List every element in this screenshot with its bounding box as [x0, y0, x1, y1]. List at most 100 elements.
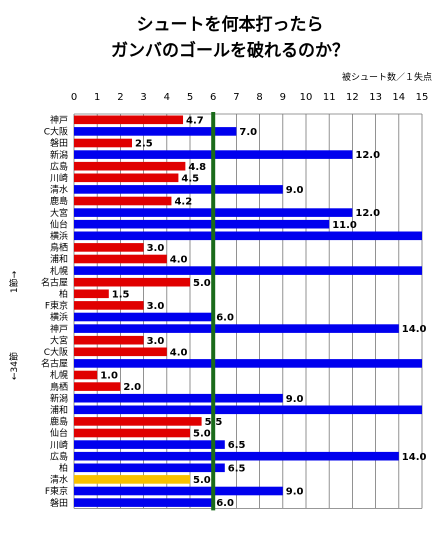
value-label: 2.0	[123, 382, 141, 393]
category-label: 仙台	[50, 218, 68, 230]
category-label: 磐田	[50, 497, 68, 509]
bar	[74, 219, 330, 229]
category-label: 神戸	[50, 323, 68, 335]
value-label: 4.7	[186, 115, 204, 126]
bars	[74, 115, 422, 507]
bar	[74, 138, 132, 148]
category-label: 札幌	[50, 369, 68, 381]
value-label: 9.0	[286, 487, 304, 498]
value-label: 5.0	[193, 429, 211, 440]
value-label: 2.5	[135, 139, 153, 150]
category-label: 横浜	[50, 230, 68, 242]
value-label: 4.0	[170, 347, 188, 358]
x-tick-label: 1	[94, 92, 100, 103]
x-tick-label: 13	[369, 92, 382, 103]
x-tick-label: 7	[233, 92, 239, 103]
bar	[74, 289, 109, 299]
category-label: C大阪	[44, 346, 68, 358]
category-label: 川崎	[50, 439, 68, 451]
category-label: 横浜	[50, 311, 68, 323]
bar	[74, 405, 422, 415]
bar	[74, 347, 167, 357]
category-label: 広島	[50, 450, 68, 462]
bar	[74, 196, 172, 206]
bar	[74, 277, 190, 287]
category-label: F東京	[45, 300, 68, 312]
value-label: 4.2	[174, 197, 192, 208]
category-label: 札幌	[50, 265, 68, 277]
value-label: 7.0	[239, 127, 257, 138]
bar	[74, 370, 98, 380]
bar	[74, 243, 144, 252]
bar	[74, 428, 190, 438]
x-tick-label: 11	[323, 92, 336, 103]
bar	[74, 266, 422, 275]
value-label: 1.0	[100, 371, 118, 382]
x-tick-label: 15	[416, 92, 429, 103]
category-label: 浦和	[50, 404, 68, 416]
category-label: 磐田	[50, 137, 68, 149]
category-label: 清水	[50, 184, 68, 196]
category-label: 広島	[50, 160, 68, 172]
bar	[74, 417, 202, 426]
value-label: 6.5	[228, 463, 246, 474]
bar	[74, 115, 184, 125]
category-label: 川崎	[50, 172, 68, 184]
value-label: 14.0	[402, 324, 427, 335]
x-tick-label: 2	[117, 92, 123, 103]
bar	[74, 312, 214, 322]
x-tick-label: 4	[164, 92, 170, 103]
x-tick-label: 0	[71, 92, 77, 103]
bar	[74, 185, 283, 194]
value-label: 3.0	[147, 336, 165, 347]
x-tick-label: 9	[280, 92, 286, 103]
value-label: 11.0	[332, 220, 357, 231]
bar	[74, 335, 144, 345]
category-label: 柏	[59, 288, 68, 300]
chart-title-line-1: シュートを何本打ったら	[137, 14, 324, 35]
bar	[74, 301, 144, 310]
bar	[74, 254, 167, 264]
x-tick-label: 8	[256, 92, 262, 103]
category-label: F東京	[45, 485, 68, 497]
value-label: 9.0	[286, 185, 304, 196]
value-label: 5.0	[193, 475, 211, 486]
value-label: 4.0	[170, 255, 188, 266]
x-axis-ticks: 0 1 2 3 4 5 6 7 8 9 10 11 12 13 14 15	[71, 92, 429, 103]
category-label: 鳥栖	[50, 381, 68, 393]
x-tick-label: 10	[300, 92, 313, 103]
value-label: 6.0	[216, 498, 234, 509]
value-label: 14.0	[402, 452, 427, 463]
value-label: 4.5	[181, 173, 199, 184]
category-label: 柏	[59, 462, 68, 474]
category-label: 新潟	[50, 149, 68, 161]
value-label: 4.8	[188, 162, 206, 173]
value-label: 6.0	[216, 313, 234, 324]
grid	[73, 113, 423, 509]
value-label: 5.0	[193, 278, 211, 289]
chart-title-line-2: ガンバのゴールを破れるのか？	[111, 40, 349, 61]
x-tick-label: 12	[346, 92, 359, 103]
unit-label: 被シュート数／１失点	[342, 71, 432, 83]
category-label: 仙台	[50, 427, 68, 439]
bar	[74, 440, 225, 449]
x-tick-label: 6	[210, 92, 216, 103]
bar	[74, 231, 422, 241]
bar	[74, 324, 399, 333]
bar	[74, 393, 283, 403]
category-label: 名古屋	[41, 276, 68, 288]
bar	[74, 382, 121, 391]
category-label: 鹿島	[50, 195, 68, 207]
category-label: 大宮	[50, 334, 68, 346]
bar	[74, 498, 214, 507]
category-label: 新潟	[50, 392, 68, 404]
bar	[74, 161, 186, 171]
side-label-bottom: ←34節	[8, 352, 20, 380]
category-label: 大宮	[50, 207, 68, 219]
value-label: 6.5	[228, 440, 246, 451]
category-label: 鹿島	[50, 416, 68, 428]
value-label: 3.0	[147, 243, 165, 254]
category-label: 清水	[50, 474, 68, 486]
bar	[74, 359, 422, 368]
